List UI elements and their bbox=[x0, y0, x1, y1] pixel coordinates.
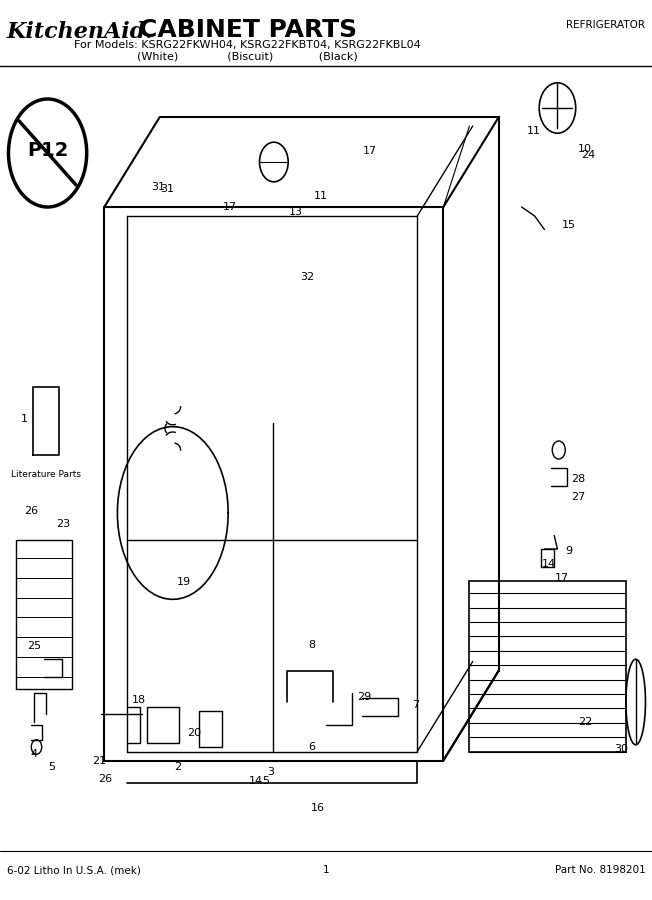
Text: 25: 25 bbox=[27, 641, 41, 652]
Text: 17: 17 bbox=[555, 572, 569, 583]
Text: REFRIGERATOR: REFRIGERATOR bbox=[567, 20, 645, 31]
Text: For Models: KSRG22FKWH04, KSRG22FKBT04, KSRG22FKBL04: For Models: KSRG22FKWH04, KSRG22FKBT04, … bbox=[74, 40, 421, 50]
Text: Literature Parts: Literature Parts bbox=[10, 470, 81, 479]
Text: 14: 14 bbox=[249, 776, 263, 787]
Text: 15: 15 bbox=[562, 220, 576, 230]
Text: 9: 9 bbox=[565, 545, 572, 556]
Text: 22: 22 bbox=[578, 716, 593, 727]
Text: 8: 8 bbox=[308, 640, 315, 651]
Text: 28: 28 bbox=[571, 473, 585, 484]
Text: 30: 30 bbox=[614, 743, 628, 754]
Text: 31: 31 bbox=[160, 184, 173, 194]
Text: 11: 11 bbox=[314, 191, 328, 202]
Text: Part No. 8198201: Part No. 8198201 bbox=[555, 865, 645, 876]
Text: 2: 2 bbox=[174, 761, 181, 772]
Text: 18: 18 bbox=[132, 695, 146, 706]
Text: 20: 20 bbox=[187, 728, 201, 739]
Text: 1: 1 bbox=[323, 865, 329, 876]
Text: 14: 14 bbox=[542, 559, 556, 570]
Text: 3: 3 bbox=[267, 767, 274, 778]
Text: 23: 23 bbox=[56, 518, 70, 529]
Text: 7: 7 bbox=[413, 699, 419, 710]
Text: P12: P12 bbox=[27, 140, 68, 160]
Text: 31: 31 bbox=[151, 182, 165, 193]
Text: 32: 32 bbox=[301, 272, 315, 283]
Text: 10: 10 bbox=[578, 144, 592, 155]
Text: 29: 29 bbox=[357, 692, 371, 703]
Text: 6: 6 bbox=[308, 742, 315, 752]
Text: 17: 17 bbox=[363, 146, 378, 157]
Text: 11: 11 bbox=[526, 126, 541, 137]
Text: 1: 1 bbox=[22, 413, 28, 424]
Text: 13: 13 bbox=[288, 207, 303, 218]
Text: 5: 5 bbox=[263, 776, 269, 787]
Text: CABINET PARTS: CABINET PARTS bbox=[139, 18, 357, 41]
Text: 17: 17 bbox=[223, 202, 237, 212]
Text: 19: 19 bbox=[177, 577, 191, 588]
Text: 6-02 Litho In U.S.A. (mek): 6-02 Litho In U.S.A. (mek) bbox=[7, 865, 140, 876]
Text: 24: 24 bbox=[581, 149, 595, 160]
Text: 16: 16 bbox=[311, 803, 325, 814]
Text: 4: 4 bbox=[31, 749, 37, 760]
Text: 26: 26 bbox=[98, 773, 113, 784]
Text: 27: 27 bbox=[571, 491, 585, 502]
Text: 26: 26 bbox=[24, 506, 38, 517]
Text: KitchenAid.: KitchenAid. bbox=[7, 21, 153, 42]
Text: 21: 21 bbox=[92, 755, 106, 766]
Text: (White)              (Biscuit)             (Black): (White) (Biscuit) (Black) bbox=[138, 51, 358, 62]
Text: 5: 5 bbox=[49, 761, 55, 772]
